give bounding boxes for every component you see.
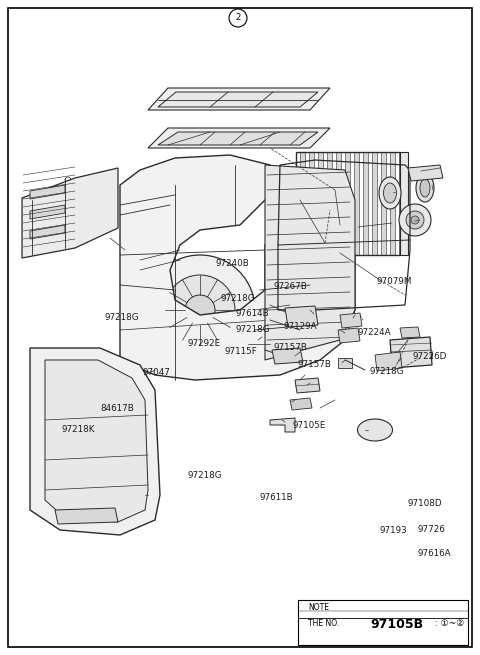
Bar <box>372 152 377 255</box>
Text: 97218G: 97218G <box>105 312 139 322</box>
Bar <box>336 152 341 255</box>
Circle shape <box>229 9 247 27</box>
Text: 97157B: 97157B <box>298 360 332 369</box>
Bar <box>327 152 332 255</box>
Text: 97292E: 97292E <box>187 339 220 348</box>
Text: 97267B: 97267B <box>274 282 307 291</box>
Polygon shape <box>290 398 312 410</box>
Bar <box>381 152 386 255</box>
Text: 97157B: 97157B <box>274 343 308 352</box>
Polygon shape <box>30 225 65 239</box>
Text: 97614B: 97614B <box>235 309 269 318</box>
Polygon shape <box>22 168 118 258</box>
Text: 97079M: 97079M <box>377 277 412 286</box>
Text: 97226D: 97226D <box>413 352 447 362</box>
Bar <box>390 152 395 255</box>
Ellipse shape <box>416 174 434 202</box>
Ellipse shape <box>384 183 396 203</box>
Polygon shape <box>408 165 443 181</box>
Text: 97218G: 97218G <box>235 325 270 334</box>
Polygon shape <box>45 360 148 522</box>
Text: 97218G: 97218G <box>370 367 404 376</box>
Text: 97105E: 97105E <box>293 421 326 430</box>
Bar <box>354 152 359 255</box>
Circle shape <box>165 275 235 345</box>
Polygon shape <box>120 155 355 380</box>
Polygon shape <box>340 313 362 328</box>
Circle shape <box>185 295 215 325</box>
Text: 97047: 97047 <box>143 367 170 377</box>
Polygon shape <box>338 328 360 343</box>
Ellipse shape <box>358 419 393 441</box>
Text: 84617B: 84617B <box>101 403 134 413</box>
Bar <box>399 152 404 255</box>
Bar <box>309 152 314 255</box>
Text: 97240B: 97240B <box>216 259 250 268</box>
Circle shape <box>406 211 424 229</box>
Bar <box>296 152 400 255</box>
Text: 97611B: 97611B <box>259 493 293 502</box>
Text: 97616A: 97616A <box>418 549 451 558</box>
Bar <box>345 152 350 255</box>
Text: 2: 2 <box>235 14 240 22</box>
Text: 97115F: 97115F <box>224 346 257 356</box>
Text: 97108D: 97108D <box>408 498 443 508</box>
Text: 97726: 97726 <box>418 525 445 534</box>
Bar <box>298 600 468 645</box>
Polygon shape <box>148 88 330 110</box>
Text: : ①~②: : ①~② <box>432 620 464 629</box>
Ellipse shape <box>420 179 430 197</box>
Polygon shape <box>265 165 355 360</box>
Circle shape <box>145 255 255 365</box>
Polygon shape <box>400 327 420 338</box>
Polygon shape <box>30 185 65 199</box>
Polygon shape <box>55 508 118 524</box>
Polygon shape <box>390 337 432 368</box>
Text: 97224A: 97224A <box>358 328 391 337</box>
Text: 97193: 97193 <box>379 526 407 535</box>
Circle shape <box>411 216 419 224</box>
Text: 97218G: 97218G <box>187 471 222 480</box>
Polygon shape <box>30 348 160 535</box>
Bar <box>318 152 323 255</box>
Text: 97129A: 97129A <box>283 322 317 331</box>
Polygon shape <box>295 378 320 393</box>
Text: THE NO.: THE NO. <box>308 620 339 629</box>
Polygon shape <box>148 128 330 148</box>
Text: 97218K: 97218K <box>61 424 95 434</box>
Bar <box>338 358 352 368</box>
Ellipse shape <box>379 177 401 209</box>
Circle shape <box>399 204 431 236</box>
Bar <box>400 152 408 255</box>
Text: NOTE: NOTE <box>308 603 329 612</box>
Text: 97105B: 97105B <box>370 618 423 631</box>
Bar <box>363 152 368 255</box>
Polygon shape <box>158 132 318 145</box>
Polygon shape <box>272 348 303 364</box>
Polygon shape <box>285 306 318 327</box>
Polygon shape <box>270 418 295 432</box>
Polygon shape <box>158 92 318 107</box>
Bar <box>300 152 305 255</box>
Polygon shape <box>375 352 402 371</box>
Bar <box>248 335 270 353</box>
Polygon shape <box>30 205 65 219</box>
Text: 97218G: 97218G <box>221 293 255 303</box>
